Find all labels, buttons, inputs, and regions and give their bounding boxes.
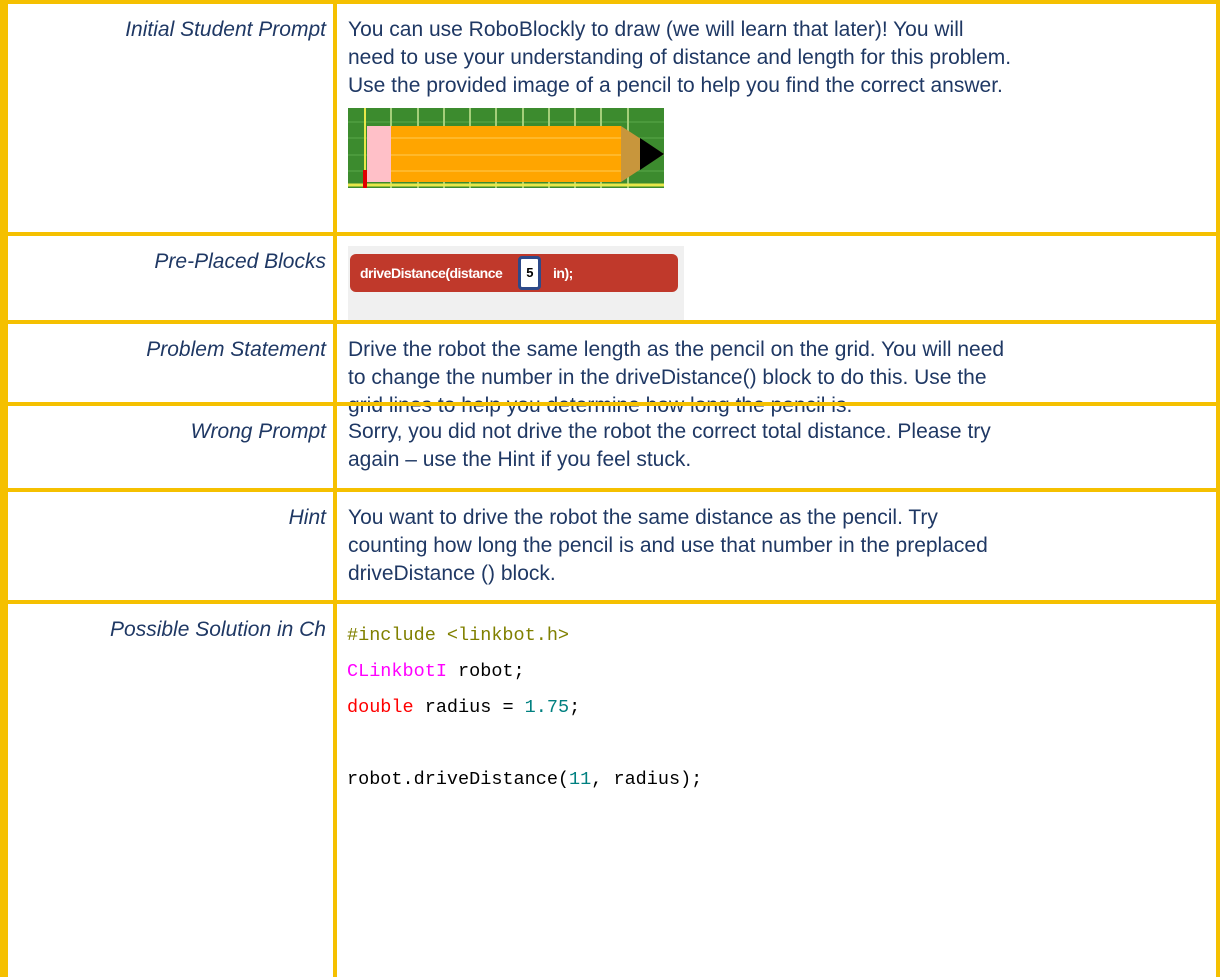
code-token: , radius);	[591, 769, 703, 790]
code-block: driveDistance(distance 5 in);	[350, 254, 678, 292]
row-label: Problem Statement	[146, 338, 326, 361]
text-line: Sorry, you did not drive the robot the c…	[348, 420, 991, 443]
code-group: #include <linkbot.h> CLinkbotI robot; doub…	[347, 618, 702, 726]
block-unit: in);	[553, 265, 573, 281]
code-group: robot.driveDistance(11, radius);	[347, 762, 702, 798]
block-call: driveDistance(distance	[360, 265, 503, 281]
table-row: Wrong Prompt Sorry, you did not drive the…	[0, 402, 1220, 488]
block-value: 5	[518, 256, 542, 290]
code-token: #include <linkbot.h>	[347, 625, 570, 646]
row-content: You can use RoboBlockly to draw (we will…	[348, 16, 1011, 188]
code-token: 1.75	[524, 697, 570, 718]
text-line: Use the provided image of a pencil to he…	[348, 74, 1003, 97]
code-token: robot.driveDistance(	[347, 769, 570, 790]
code-token: robot;	[446, 661, 525, 682]
table-row: Problem Statement Drive the robot the sam…	[0, 320, 1220, 417]
code-line: robot.driveDistance(11, radius);	[347, 762, 702, 798]
row-content: #include <linkbot.h> CLinkbotI robot; doub…	[347, 618, 702, 798]
table-row: Initial Student Prompt You can use RoboBl…	[0, 0, 1220, 232]
row-content: Sorry, you did not drive the robot the c…	[348, 418, 991, 474]
row-label: Hint	[288, 506, 326, 529]
row-content: driveDistance(distance 5 in);	[348, 246, 684, 320]
text-line: You can use RoboBlockly to draw (we will…	[348, 18, 964, 41]
code-token: ;	[569, 697, 581, 718]
row-label: Pre-Placed Blocks	[154, 250, 326, 273]
pencil-image	[348, 108, 664, 188]
table-row: Pre-Placed Blocks driveDistance(distance 5…	[0, 232, 1220, 320]
row-label: Possible Solution in Ch	[110, 618, 326, 641]
table-row: Possible Solution in Ch #include <linkbot…	[0, 600, 1220, 977]
row-content: You want to drive the robot the same dis…	[348, 504, 988, 588]
code-line: CLinkbotI robot;	[347, 654, 702, 690]
code-token: 11	[569, 769, 592, 790]
code-line: double radius = 1.75;	[347, 690, 702, 726]
text-line: driveDistance () block.	[348, 562, 556, 585]
table-row: Hint You want to drive the robot the same…	[0, 488, 1220, 600]
code-line: #include <linkbot.h>	[347, 618, 702, 654]
block-area: driveDistance(distance 5 in);	[348, 246, 684, 320]
code-token: radius =	[413, 697, 525, 718]
row-label: Initial Student Prompt	[125, 18, 326, 41]
text-line: You want to drive the robot the same dis…	[348, 506, 938, 529]
text-line: Drive the robot the same length as the p…	[348, 338, 1005, 361]
text-line: need to use your understanding of distan…	[348, 46, 1012, 69]
code-token: CLinkbotI	[347, 661, 447, 682]
text-line: counting how long the pencil is and use …	[348, 534, 988, 557]
text-line: again – use the Hint if you feel stuck.	[348, 448, 692, 471]
row-label: Wrong Prompt	[190, 420, 326, 443]
code-token: double	[347, 697, 414, 718]
text-line: to change the number in the driveDistanc…	[348, 366, 987, 389]
